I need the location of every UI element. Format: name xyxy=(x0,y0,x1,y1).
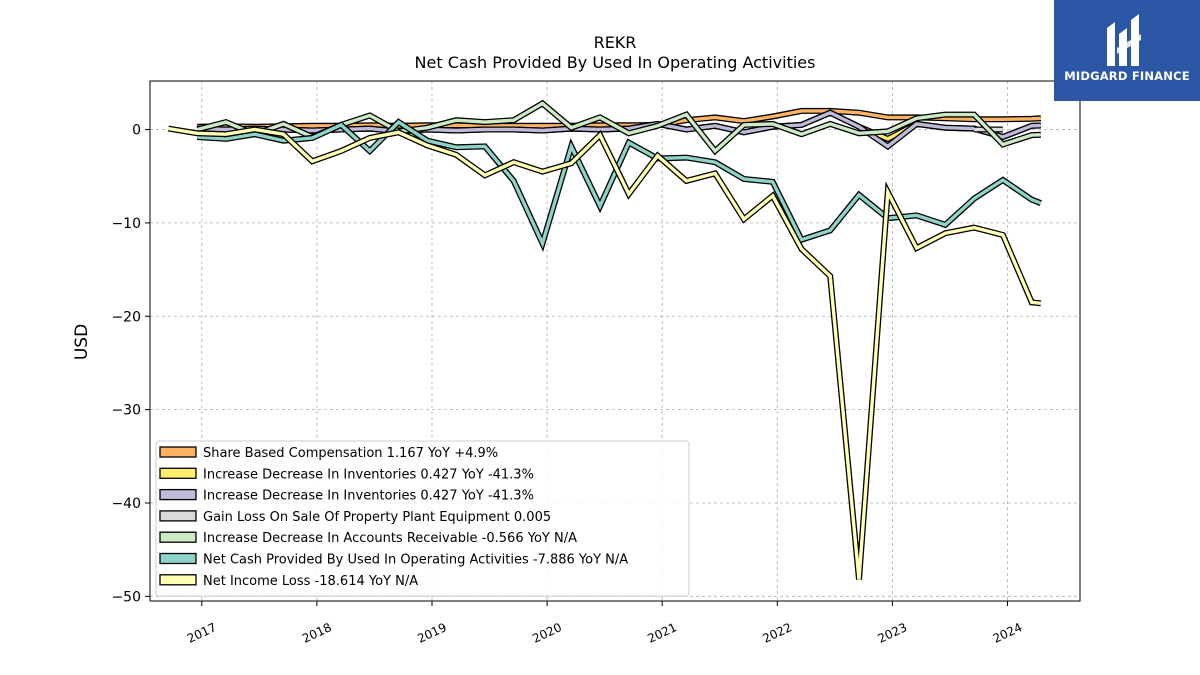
plot-frame xyxy=(149,80,1081,602)
legend-item: Gain Loss On Sale Of Property Plant Equi… xyxy=(159,510,551,525)
y-axis-label: USD xyxy=(72,324,92,360)
legend-item: Net Cash Provided By Used In Operating A… xyxy=(159,552,628,568)
midgard-logo-icon xyxy=(1107,14,1141,66)
legend-label: Share Based Compensation 1.167 YoY +4.9% xyxy=(203,446,498,461)
brand-logo: MIDGARD FINANCE xyxy=(1054,0,1200,101)
legend-label: Gain Loss On Sale Of Property Plant Equi… xyxy=(203,510,551,525)
legend-label: Increase Decrease In Inventories 0.427 Y… xyxy=(203,467,534,482)
legend-swatch xyxy=(159,446,197,458)
y-tick-label: 0 xyxy=(132,123,141,139)
legend-swatch xyxy=(159,510,197,522)
legend-item: Share Based Compensation 1.167 YoY +4.9% xyxy=(159,446,498,461)
y-ticks: 0 −10 −20 −30 −40 −50 xyxy=(111,123,150,605)
legend: Share Based Compensation 1.167 YoY +4.9%… xyxy=(155,440,690,597)
legend-swatch xyxy=(159,531,197,543)
legend-swatch xyxy=(159,488,197,501)
legend-swatch xyxy=(159,574,197,586)
legend-item: Increase Decrease In Accounts Receivable… xyxy=(159,531,577,546)
legend-swatch xyxy=(159,552,197,565)
legend-label: Net Cash Provided By Used In Operating A… xyxy=(203,553,628,568)
logo-text: MIDGARD FINANCE xyxy=(1064,69,1190,83)
series-line xyxy=(197,109,1041,151)
chart-subtitle: Net Cash Provided By Used In Operating A… xyxy=(415,53,816,72)
series-layer xyxy=(167,99,1042,580)
legend-swatch xyxy=(159,467,197,479)
series-line-stroke xyxy=(168,126,1042,580)
legend-label: Increase Decrease In Inventories 0.427 Y… xyxy=(203,489,534,504)
chart-title: REKR xyxy=(594,33,637,52)
y-tick-label: −10 xyxy=(111,216,141,232)
legend-item: Net Income Loss -18.614 YoY N/A xyxy=(159,574,418,589)
y-tick-label: −40 xyxy=(111,496,141,512)
series-line xyxy=(197,118,1042,252)
legend-item: Increase Decrease In Inventories 0.427 Y… xyxy=(159,467,534,482)
y-tick-label: −20 xyxy=(111,309,141,325)
y-tick-label: −50 xyxy=(111,589,141,605)
legend-item: Increase Decrease In Inventories 0.427 Y… xyxy=(159,488,534,504)
series-line-stroke xyxy=(197,119,1042,249)
series-line-stroke xyxy=(197,110,1041,149)
legend-label: Increase Decrease In Accounts Receivable… xyxy=(203,531,577,546)
legend-label: Net Income Loss -18.614 YoY N/A xyxy=(203,574,418,589)
series-line xyxy=(167,125,1042,580)
y-tick-label: −30 xyxy=(111,403,141,419)
legend-box xyxy=(155,440,690,597)
